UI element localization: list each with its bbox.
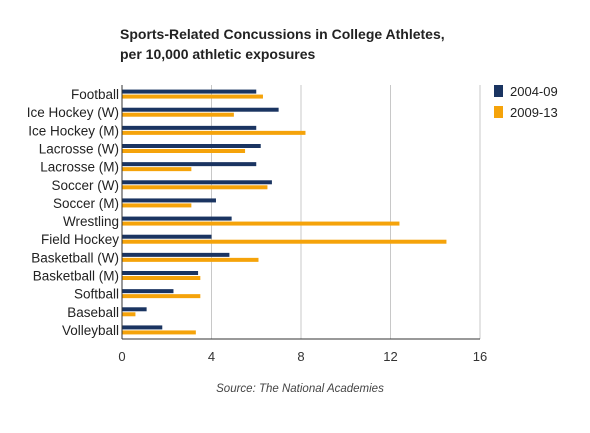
category-label-soccer-m: Soccer (M)	[53, 196, 119, 211]
category-label-lacrosse-w: Lacrosse (W)	[39, 142, 119, 157]
bar-football-2004-09	[122, 89, 257, 94]
category-label-baseball: Baseball	[67, 305, 119, 320]
bar-field-hockey-2004-09	[122, 234, 212, 239]
bar-soccer-m-2004-09	[122, 198, 216, 203]
bar-baseball-2009-13	[122, 312, 136, 317]
category-label-basketball-m: Basketball (M)	[33, 269, 119, 284]
bar-soccer-m-2009-13	[122, 203, 192, 208]
x-tick-label-16: 16	[473, 349, 487, 364]
bar-ice-hockey-m-2004-09	[122, 125, 257, 130]
bar-softball-2004-09	[122, 289, 174, 294]
x-tick-label-8: 8	[297, 349, 304, 364]
source-note: Source: The National Academies	[216, 383, 384, 395]
category-label-field-hockey: Field Hockey	[41, 232, 119, 247]
bar-lacrosse-m-2004-09	[122, 162, 257, 167]
category-label-basketball-w: Basketball (W)	[31, 250, 119, 265]
legend-swatch-2004-09	[494, 85, 503, 97]
bar-ice-hockey-w-2004-09	[122, 107, 279, 112]
x-tick-label-0: 0	[118, 349, 125, 364]
bar-ice-hockey-w-2009-13	[122, 112, 234, 117]
category-label-softball: Softball	[74, 287, 119, 302]
category-label-football: Football	[71, 87, 119, 102]
category-label-volleyball: Volleyball	[62, 323, 119, 338]
category-label-wrestling: Wrestling	[63, 214, 119, 229]
bar-soccer-w-2004-09	[122, 180, 272, 185]
bar-wrestling-2004-09	[122, 216, 232, 221]
axes	[121, 85, 480, 340]
bar-volleyball-2009-13	[122, 330, 196, 335]
legend-swatch-2009-13	[494, 106, 503, 118]
bar-basketball-m-2009-13	[122, 276, 201, 280]
bar-basketball-m-2004-09	[122, 271, 199, 275]
bar-softball-2009-13	[122, 294, 201, 299]
bar-basketball-w-2009-13	[122, 257, 259, 262]
legend-label-2009-13: 2009-13	[510, 105, 558, 120]
legend: 2004-09 2009-13	[494, 84, 558, 120]
gridlines	[211, 85, 481, 339]
bar-lacrosse-w-2009-13	[122, 149, 246, 153]
chart-title-line-2: per 10,000 athletic exposures	[120, 46, 316, 62]
bar-baseball-2004-09	[122, 307, 147, 312]
tick-labels: 0 4 8 12 16	[118, 349, 487, 364]
bars	[122, 89, 447, 335]
bar-soccer-w-2009-13	[122, 185, 268, 190]
bar-field-hockey-2009-13	[122, 239, 447, 244]
category-label-ice-hockey-m: Ice Hockey (M)	[28, 123, 119, 138]
chart-title: Sports-Related Concussions in College At…	[120, 24, 540, 64]
bar-basketball-w-2004-09	[122, 252, 230, 257]
category-label-ice-hockey-w: Ice Hockey (W)	[27, 105, 119, 120]
bar-wrestling-2009-13	[122, 221, 400, 226]
bar-ice-hockey-m-2009-13	[122, 130, 306, 135]
x-tick-label-4: 4	[208, 349, 215, 364]
chart-title-line-1: Sports-Related Concussions in College At…	[120, 26, 445, 42]
legend-label-2004-09: 2004-09	[510, 84, 558, 99]
category-label-lacrosse-m: Lacrosse (M)	[40, 160, 119, 175]
category-labels: Football Ice Hockey (W) Ice Hockey (M) Lacr…	[27, 87, 120, 338]
bar-football-2009-13	[122, 94, 263, 99]
bar-lacrosse-m-2009-13	[122, 167, 192, 172]
x-tick-label-12: 12	[383, 349, 397, 364]
bar-volleyball-2004-09	[122, 325, 163, 330]
bar-lacrosse-w-2004-09	[122, 144, 261, 148]
category-label-soccer-w: Soccer (W)	[52, 178, 120, 193]
